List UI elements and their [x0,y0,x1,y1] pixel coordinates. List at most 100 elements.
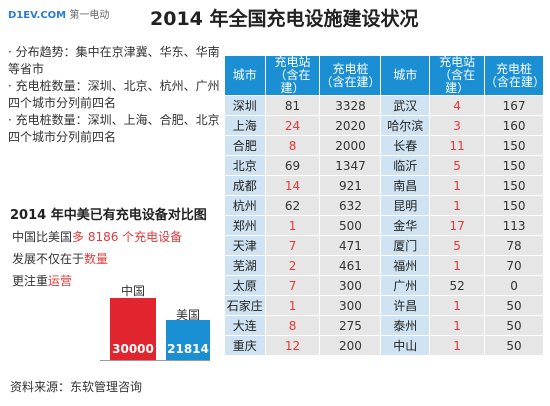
city-cell: 许昌 [380,295,431,316]
line2-highlight: 数量 [84,252,109,266]
pile-cell: 50 [484,295,544,316]
station-cell: 69 [264,155,321,176]
pile-cell: 50 [484,315,544,336]
city-cell: 大连 [224,315,266,336]
summary-bullets: · 分布趋势：集中在京津冀、华东、华南等省市 · 充电桩数量：深圳、北京、杭州、… [8,44,220,146]
pile-cell: 70 [484,255,544,276]
table-row: 成都 14 921 南昌 1 150 [224,175,544,196]
city-cell: 金华 [380,215,431,236]
table-row: 深圳 81 3328 武汉 4 167 [224,95,544,116]
city-cell: 成都 [224,175,266,196]
station-cell: 62 [264,195,321,216]
pile-cell: 160 [484,115,544,136]
pile-cell: 78 [484,235,544,256]
pile-cell: 471 [319,235,382,256]
station-cell: 4 [429,95,486,116]
line2-prefix: 发展不仅在于 [12,252,85,266]
line1-prefix: 中国比美国 [12,230,73,244]
station-cell: 81 [264,95,321,116]
table-header-row: 城市 充电站（含在建） 充电桩（含在建） 城市 充电站（含在建） 充电桩（含在建… [224,55,545,96]
city-cell: 重庆 [224,335,266,356]
site-logo: D1EV.COM 第一电动 [8,6,109,21]
city-cell: 天津 [224,235,266,256]
header-station-1: 充电站（含在建） [264,55,321,96]
city-cell: 广州 [380,275,431,296]
bullet-pile-count: · 充电桩数量：深圳、上海、合肥、北京四个城市分列前四名 [8,113,220,144]
comparison-title: 2014 年中美已有充电设备对比图 [10,208,207,223]
comparison-line-3: 更注重运营 [12,272,72,289]
station-cell: 14 [264,175,321,196]
city-cell: 北京 [224,155,266,176]
station-cell: 52 [429,275,486,296]
station-cell: 2 [264,255,321,276]
table-row: 北京 69 1347 临沂 5 150 [224,155,544,176]
city-cell: 合肥 [224,135,266,156]
station-cell: 7 [264,275,321,296]
station-cell: 1 [264,295,321,316]
us-bar-label: 美国 [175,308,200,322]
table-row: 重庆 12 200 中山 1 50 [224,335,544,356]
station-cell: 7 [264,235,321,256]
us-bar: 21814 [166,320,210,360]
logo-brand: D1EV.COM [8,10,67,21]
pile-cell: 1347 [319,155,382,176]
station-cell: 1 [429,255,486,276]
header-city-2: 城市 [380,55,431,96]
china-bar-label: 中国 [120,284,145,298]
table-row: 合肥 8 2000 长春 11 150 [224,135,544,156]
source-note: 资料来源：东软管理咨询 [10,380,143,394]
table-row: 郑州 1 500 金华 17 113 [224,215,544,236]
city-cell: 南昌 [380,175,431,196]
pile-cell: 500 [319,215,382,236]
table-row: 天津 7 471 厦门 5 78 [224,235,544,256]
city-cell: 芜湖 [224,255,266,276]
table-row: 石家庄 1 300 许昌 1 50 [224,295,544,316]
station-cell: 5 [429,155,486,176]
station-cell: 1 [429,195,486,216]
table-row: 上海 24 2020 哈尔滨 3 160 [224,115,544,136]
city-cell: 中山 [380,335,431,356]
station-cell: 1 [429,295,486,316]
pile-cell: 300 [319,275,382,296]
station-cell: 17 [429,215,486,236]
comparison-line-1: 中国比美国多 8186 个充电设备 [12,228,182,245]
station-cell: 1 [264,215,321,236]
line3-highlight: 运营 [48,274,73,288]
pile-cell: 150 [484,135,544,156]
china-bar: 30000 [110,298,156,360]
station-cell: 3 [429,115,486,136]
pile-cell: 921 [319,175,382,196]
line3-prefix: 更注重 [12,274,49,288]
pile-cell: 150 [484,175,544,196]
station-cell: 8 [264,315,321,336]
pile-cell: 50 [484,335,544,356]
pile-cell: 150 [484,195,544,216]
table-row: 大连 8 275 泰州 1 50 [224,315,544,336]
city-cell: 福州 [380,255,431,276]
table-row: 太原 7 300 广州 52 0 [224,275,544,296]
city-cell: 武汉 [380,95,431,116]
city-cell: 深圳 [224,95,266,116]
station-cell: 24 [264,115,321,136]
header-city-1: 城市 [224,55,266,96]
city-cell: 厦门 [380,235,431,256]
pile-cell: 461 [319,255,382,276]
page-title: 2014 年全国充电设施建设状况 [150,8,419,30]
pile-cell: 113 [484,215,544,236]
comparison-line-2: 发展不仅在于数量 [12,250,108,267]
header-pile-2: 充电桩（含在建） [484,55,545,96]
pile-cell: 3328 [319,95,382,116]
pile-cell: 632 [319,195,382,216]
pile-cell: 200 [319,335,382,356]
header-pile-1: 充电桩（含在建） [319,55,382,96]
pile-cell: 150 [484,155,544,176]
station-cell: 8 [264,135,321,156]
logo-name: 第一电动 [69,10,110,21]
city-cell: 长春 [380,135,431,156]
city-cell: 泰州 [380,315,431,336]
table-row: 芜湖 2 461 福州 1 70 [224,255,544,276]
city-cell: 石家庄 [224,295,266,316]
city-cell: 昆明 [380,195,431,216]
station-cell: 1 [429,335,486,356]
line1-highlight: 多 8186 个充电设备 [72,230,183,244]
